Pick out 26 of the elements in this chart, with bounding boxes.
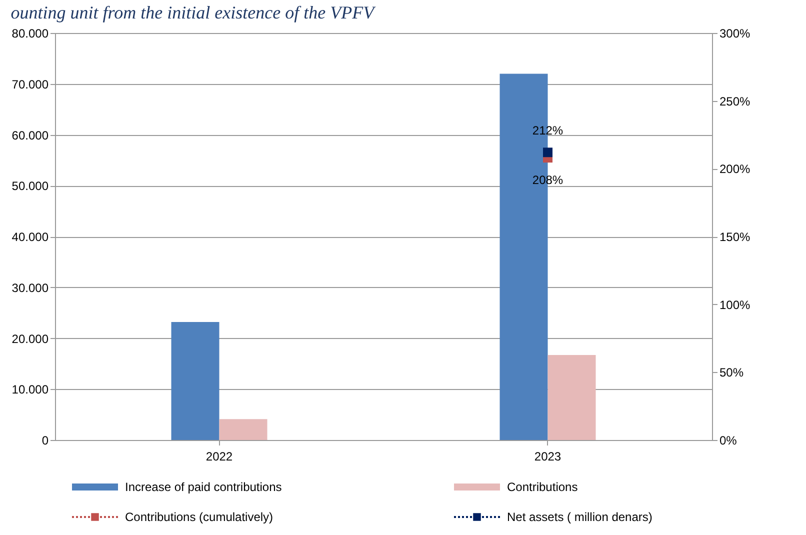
y-tick-label: 40.000 [12, 230, 49, 244]
x-tick-label: 2022 [206, 450, 233, 464]
y2-tick-label: 0% [720, 434, 738, 448]
y-tick-label: 20.000 [12, 332, 49, 346]
legend-label: Contributions [507, 480, 578, 494]
chart-title: ounting unit from the initial existence of the VPFV [10, 2, 376, 22]
y-tick-label: 80.000 [12, 26, 49, 40]
y-tick-label: 10.000 [12, 382, 49, 397]
y2-tick-label: 200% [720, 162, 751, 176]
y2-tick-label: 150% [720, 230, 751, 244]
y2-tick-label: 100% [720, 298, 751, 312]
legend-label: Net assets ( million denars) [507, 510, 652, 524]
y-tick-label: 30.000 [12, 280, 49, 295]
y-tick-label: 60.000 [12, 128, 49, 142]
y-tick-label: 0 [42, 434, 49, 448]
y2-tick-label: 250% [720, 94, 751, 108]
bar [548, 355, 596, 440]
y-tick-label: 50.000 [12, 179, 49, 194]
y2-tick-label: 50% [720, 366, 744, 380]
legend-label: Increase of paid contributions [125, 480, 282, 494]
y-tick-label: 70.000 [12, 77, 49, 92]
legend-label: Contributions (cumulatively) [125, 510, 274, 524]
x-tick-label: 2023 [534, 450, 562, 464]
bar [171, 322, 220, 440]
y2-tick-label: 300% [720, 26, 751, 40]
bar [219, 419, 268, 440]
